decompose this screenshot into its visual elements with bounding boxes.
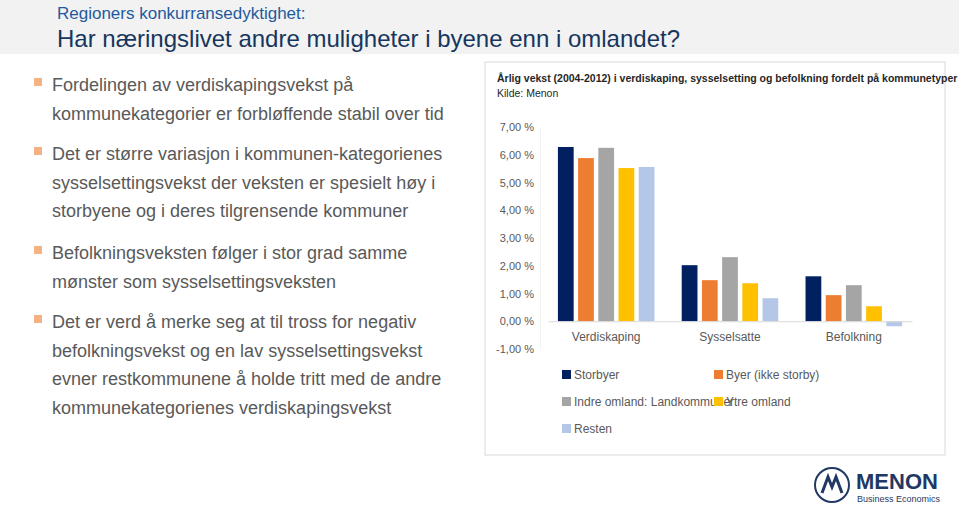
- legend-label: Ytre omland: [726, 395, 791, 409]
- bullet-text: kommunekategorienes verdiskapingsvekst: [52, 398, 391, 418]
- bullet-text: storbyene og i deres tilgrensende kommun…: [52, 201, 408, 221]
- x-tick-label: Verdiskaping: [572, 330, 641, 344]
- y-tick-label: 2,00 %: [500, 260, 534, 272]
- y-tick: 6,00 %: [500, 149, 540, 161]
- y-tick-label: -1,00 %: [496, 343, 534, 355]
- bar: [682, 265, 698, 321]
- y-tick: -1,00 %: [496, 343, 540, 355]
- bullet-text: evner restkommunene å holde tritt med de…: [52, 369, 441, 389]
- y-axis-line: [540, 128, 541, 350]
- logo-icon: [815, 468, 849, 502]
- bar: [598, 148, 614, 321]
- y-tick-label: 0,00 %: [500, 315, 534, 327]
- x-axis-line: [549, 321, 913, 322]
- bullet-text: befolkningsvekst og en lav sysselsetting…: [52, 341, 422, 361]
- y-tick: 4,00 %: [500, 204, 540, 216]
- bar: [806, 276, 822, 321]
- y-tick: 5,00 %: [500, 177, 540, 189]
- y-tick-label: 3,00 %: [500, 232, 534, 244]
- legend-label: Resten: [574, 422, 612, 436]
- legend-label: Indre omland: Landkommuner: [574, 395, 734, 409]
- logo-tagline: Business Economics: [857, 494, 941, 504]
- legend: Storbyer Byer (ikke storby) Indre omland: …: [562, 368, 819, 436]
- bar: [558, 147, 574, 321]
- legend-swatch: [562, 370, 571, 379]
- y-tick-label: 6,00 %: [500, 149, 534, 161]
- bullet-marker: [34, 315, 42, 323]
- slide: Regioners konkurransedyktighet: Har nærin…: [0, 0, 959, 507]
- x-tick-label: Sysselsatte: [699, 330, 761, 344]
- bar: [619, 168, 635, 321]
- x-tick: Sysselsatte: [699, 321, 761, 344]
- header-title: Har næringslivet andre muligheter i byen…: [57, 25, 680, 52]
- y-tick: 3,00 %: [500, 232, 540, 244]
- legend-label: Storbyer: [574, 368, 619, 382]
- header-kicker: Regioners konkurransedyktighet:: [57, 4, 306, 23]
- bar: [722, 257, 738, 321]
- bar: [846, 285, 862, 321]
- bar: [578, 158, 594, 321]
- logo-icon: [822, 477, 842, 493]
- y-tick: 7,00 %: [500, 121, 540, 133]
- chart-title: Årlig vekst (2004-2012) i verdiskaping, …: [497, 72, 957, 84]
- bar: [702, 280, 718, 321]
- legend-swatch: [562, 397, 571, 406]
- bullet-text: Det er større variasjon i kommunen-kateg…: [52, 144, 442, 164]
- y-tick: 0,00 %: [500, 315, 540, 327]
- bar: [866, 306, 882, 321]
- legend-swatch: [714, 397, 723, 406]
- bar: [763, 298, 779, 321]
- logo: MENONBusiness Economics: [815, 468, 941, 504]
- bullet-text: Befolkningsveksten følger i stor grad sa…: [52, 243, 407, 263]
- bullet-text: kommunekategorier er forbløffende stabil…: [52, 104, 444, 124]
- legend-label: Byer (ikke storby): [726, 368, 819, 382]
- y-tick-label: 5,00 %: [500, 177, 534, 189]
- bullet-text: Fordelingen av verdiskapingsvekst på: [52, 75, 354, 95]
- bars: [558, 147, 902, 326]
- bullet-text: sysselsettingsvekst der veksten er spesi…: [52, 173, 435, 193]
- x-tick: Verdiskaping: [572, 321, 641, 344]
- chart-subtitle: Kilde: Menon: [497, 87, 558, 99]
- y-tick-label: 7,00 %: [500, 121, 534, 133]
- y-tick-label: 4,00 %: [500, 204, 534, 216]
- bullet-text: Det er verd å merke seg at til tross for…: [52, 312, 416, 332]
- x-tick: Befolkning: [826, 321, 882, 344]
- logo-name: MENON: [856, 469, 938, 494]
- chart-frame: [485, 62, 945, 455]
- x-tick-label: Befolkning: [826, 330, 882, 344]
- y-tick: 2,00 %: [500, 260, 540, 272]
- bar: [742, 283, 758, 321]
- x-axis: Verdiskaping Sysselsatte Befolkning: [549, 321, 913, 344]
- bullet-marker: [34, 147, 42, 155]
- y-tick-label: 1,00 %: [500, 288, 534, 300]
- bullet-marker: [34, 78, 42, 86]
- legend-swatch: [562, 424, 571, 433]
- y-tick: 1,00 %: [500, 288, 540, 300]
- bar: [639, 167, 655, 321]
- bullet-text: mønster som sysselsettingsveksten: [52, 272, 336, 292]
- bullet-marker: [34, 246, 42, 254]
- bar: [826, 295, 842, 321]
- legend-swatch: [714, 370, 723, 379]
- y-axis: -1,00 % 0,00 % 1,00 % 2,00 % 3,00 % 4,00 % 5,0…: [496, 121, 540, 355]
- header-band: [0, 0, 959, 54]
